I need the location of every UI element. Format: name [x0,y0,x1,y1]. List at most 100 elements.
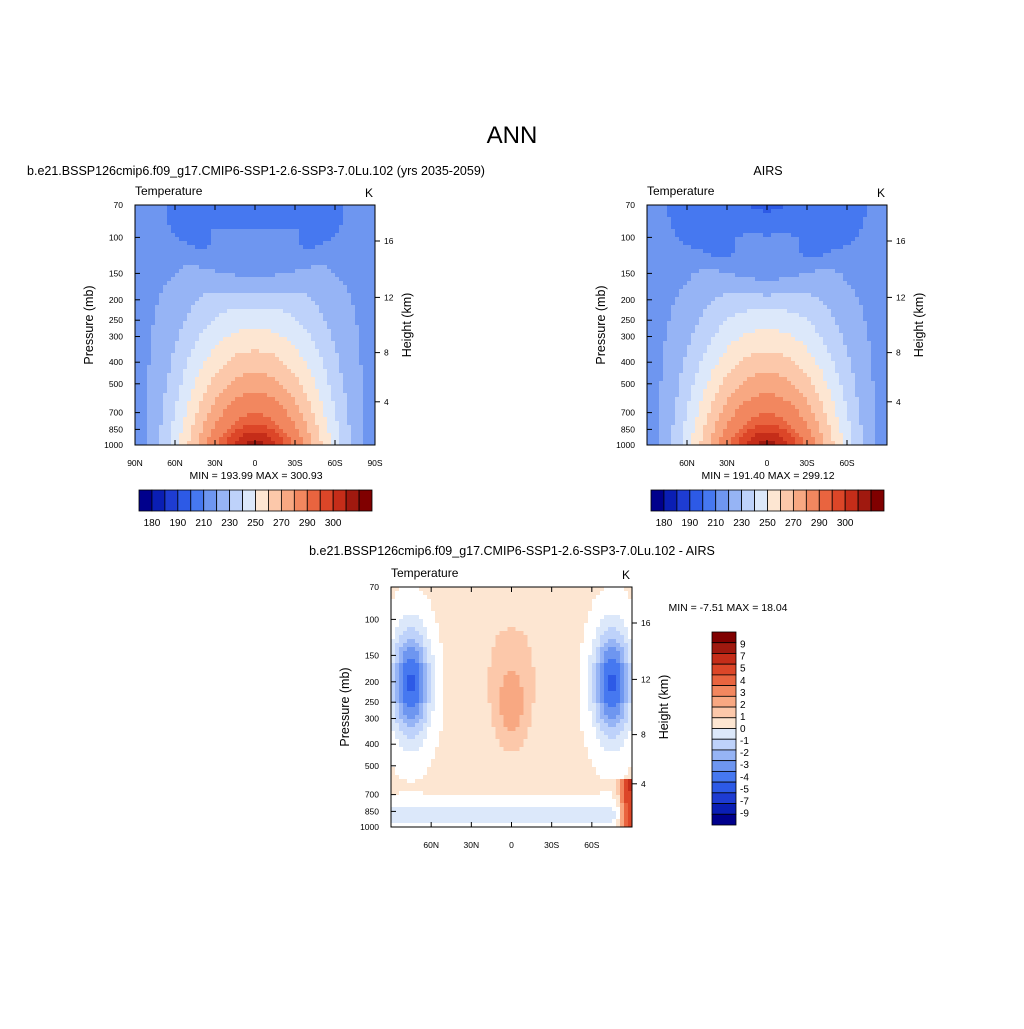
field-cell [291,333,296,338]
field-cell [875,265,880,270]
field-cell [299,309,304,314]
field-cell [347,357,352,362]
field-cell [191,313,196,318]
field-cell [263,345,268,350]
field-cell [367,225,372,230]
field-cell [651,221,656,226]
field-cell [227,253,232,258]
field-cell [199,313,204,318]
field-cell [331,225,336,230]
field-cell [343,385,348,390]
field-cell [751,213,756,218]
field-cell [175,225,180,230]
field-cell [279,409,284,414]
field-cell [695,285,700,290]
field-cell [215,337,220,342]
field-cell [351,269,356,274]
field-cell [307,365,312,370]
field-cell [743,229,748,234]
field-cell [199,225,204,230]
field-cell [359,317,364,322]
field-cell [351,305,356,310]
field-cell [275,213,280,218]
field-cell [803,261,808,266]
field-cell [235,421,240,426]
field-cell [171,337,176,342]
field-cell [259,305,264,310]
field-cell [239,405,244,410]
field-cell [243,345,248,350]
field-cell [779,253,784,258]
field-cell [875,221,880,226]
field-cell [239,365,244,370]
field-cell [707,209,712,214]
field-cell [223,365,228,370]
field-cell [807,217,812,222]
field-cell [223,245,228,250]
field-cell [723,229,728,234]
field-cell [175,325,180,330]
field-cell [295,265,300,270]
field-cell [251,341,256,346]
field-cell [663,281,668,286]
field-cell [359,237,364,242]
field-cell [215,437,220,442]
field-cell [343,245,348,250]
field-cell [751,265,756,270]
field-cell [811,261,816,266]
field-cell [331,349,336,354]
field-cell [291,237,296,242]
field-cell [255,273,260,278]
field-cell [675,257,680,262]
field-cell [203,393,208,398]
field-cell [215,249,220,254]
field-cell [215,377,220,382]
field-cell [227,345,232,350]
field-cell [851,277,856,282]
field-cell [315,377,320,382]
field-cell [227,277,232,282]
field-cell [695,265,700,270]
field-cell [339,305,344,310]
field-cell [175,265,180,270]
field-cell [791,225,796,230]
field-cell [267,361,272,366]
field-cell [695,253,700,258]
field-cell [671,225,676,230]
field-cell [663,205,668,210]
field-cell [367,237,372,242]
field-cell [251,225,256,230]
field-cell [731,269,736,274]
field-cell [183,209,188,214]
field-cell [319,409,324,414]
field-cell [207,417,212,422]
field-cell [787,225,792,230]
field-cell [743,237,748,242]
field-cell [155,229,160,234]
field-cell [215,257,220,262]
field-cell [691,217,696,222]
field-cell [327,217,332,222]
field-cell [219,229,224,234]
field-cell [275,305,280,310]
field-cell [679,253,684,258]
field-cell [311,329,316,334]
field-cell [235,353,240,358]
field-cell [203,405,208,410]
field-cell [267,353,272,358]
field-cell [159,433,164,438]
field-cell [831,221,836,226]
field-cell [263,205,268,210]
field-cell [271,317,276,322]
field-cell [255,261,260,266]
field-cell [275,333,280,338]
field-cell [207,369,212,374]
field-cell [715,289,720,294]
field-cell [347,429,352,434]
field-cell [259,229,264,234]
field-cell [723,289,728,294]
field-cell [347,417,352,422]
field-cell [175,345,180,350]
field-cell [775,233,780,238]
field-cell [171,261,176,266]
